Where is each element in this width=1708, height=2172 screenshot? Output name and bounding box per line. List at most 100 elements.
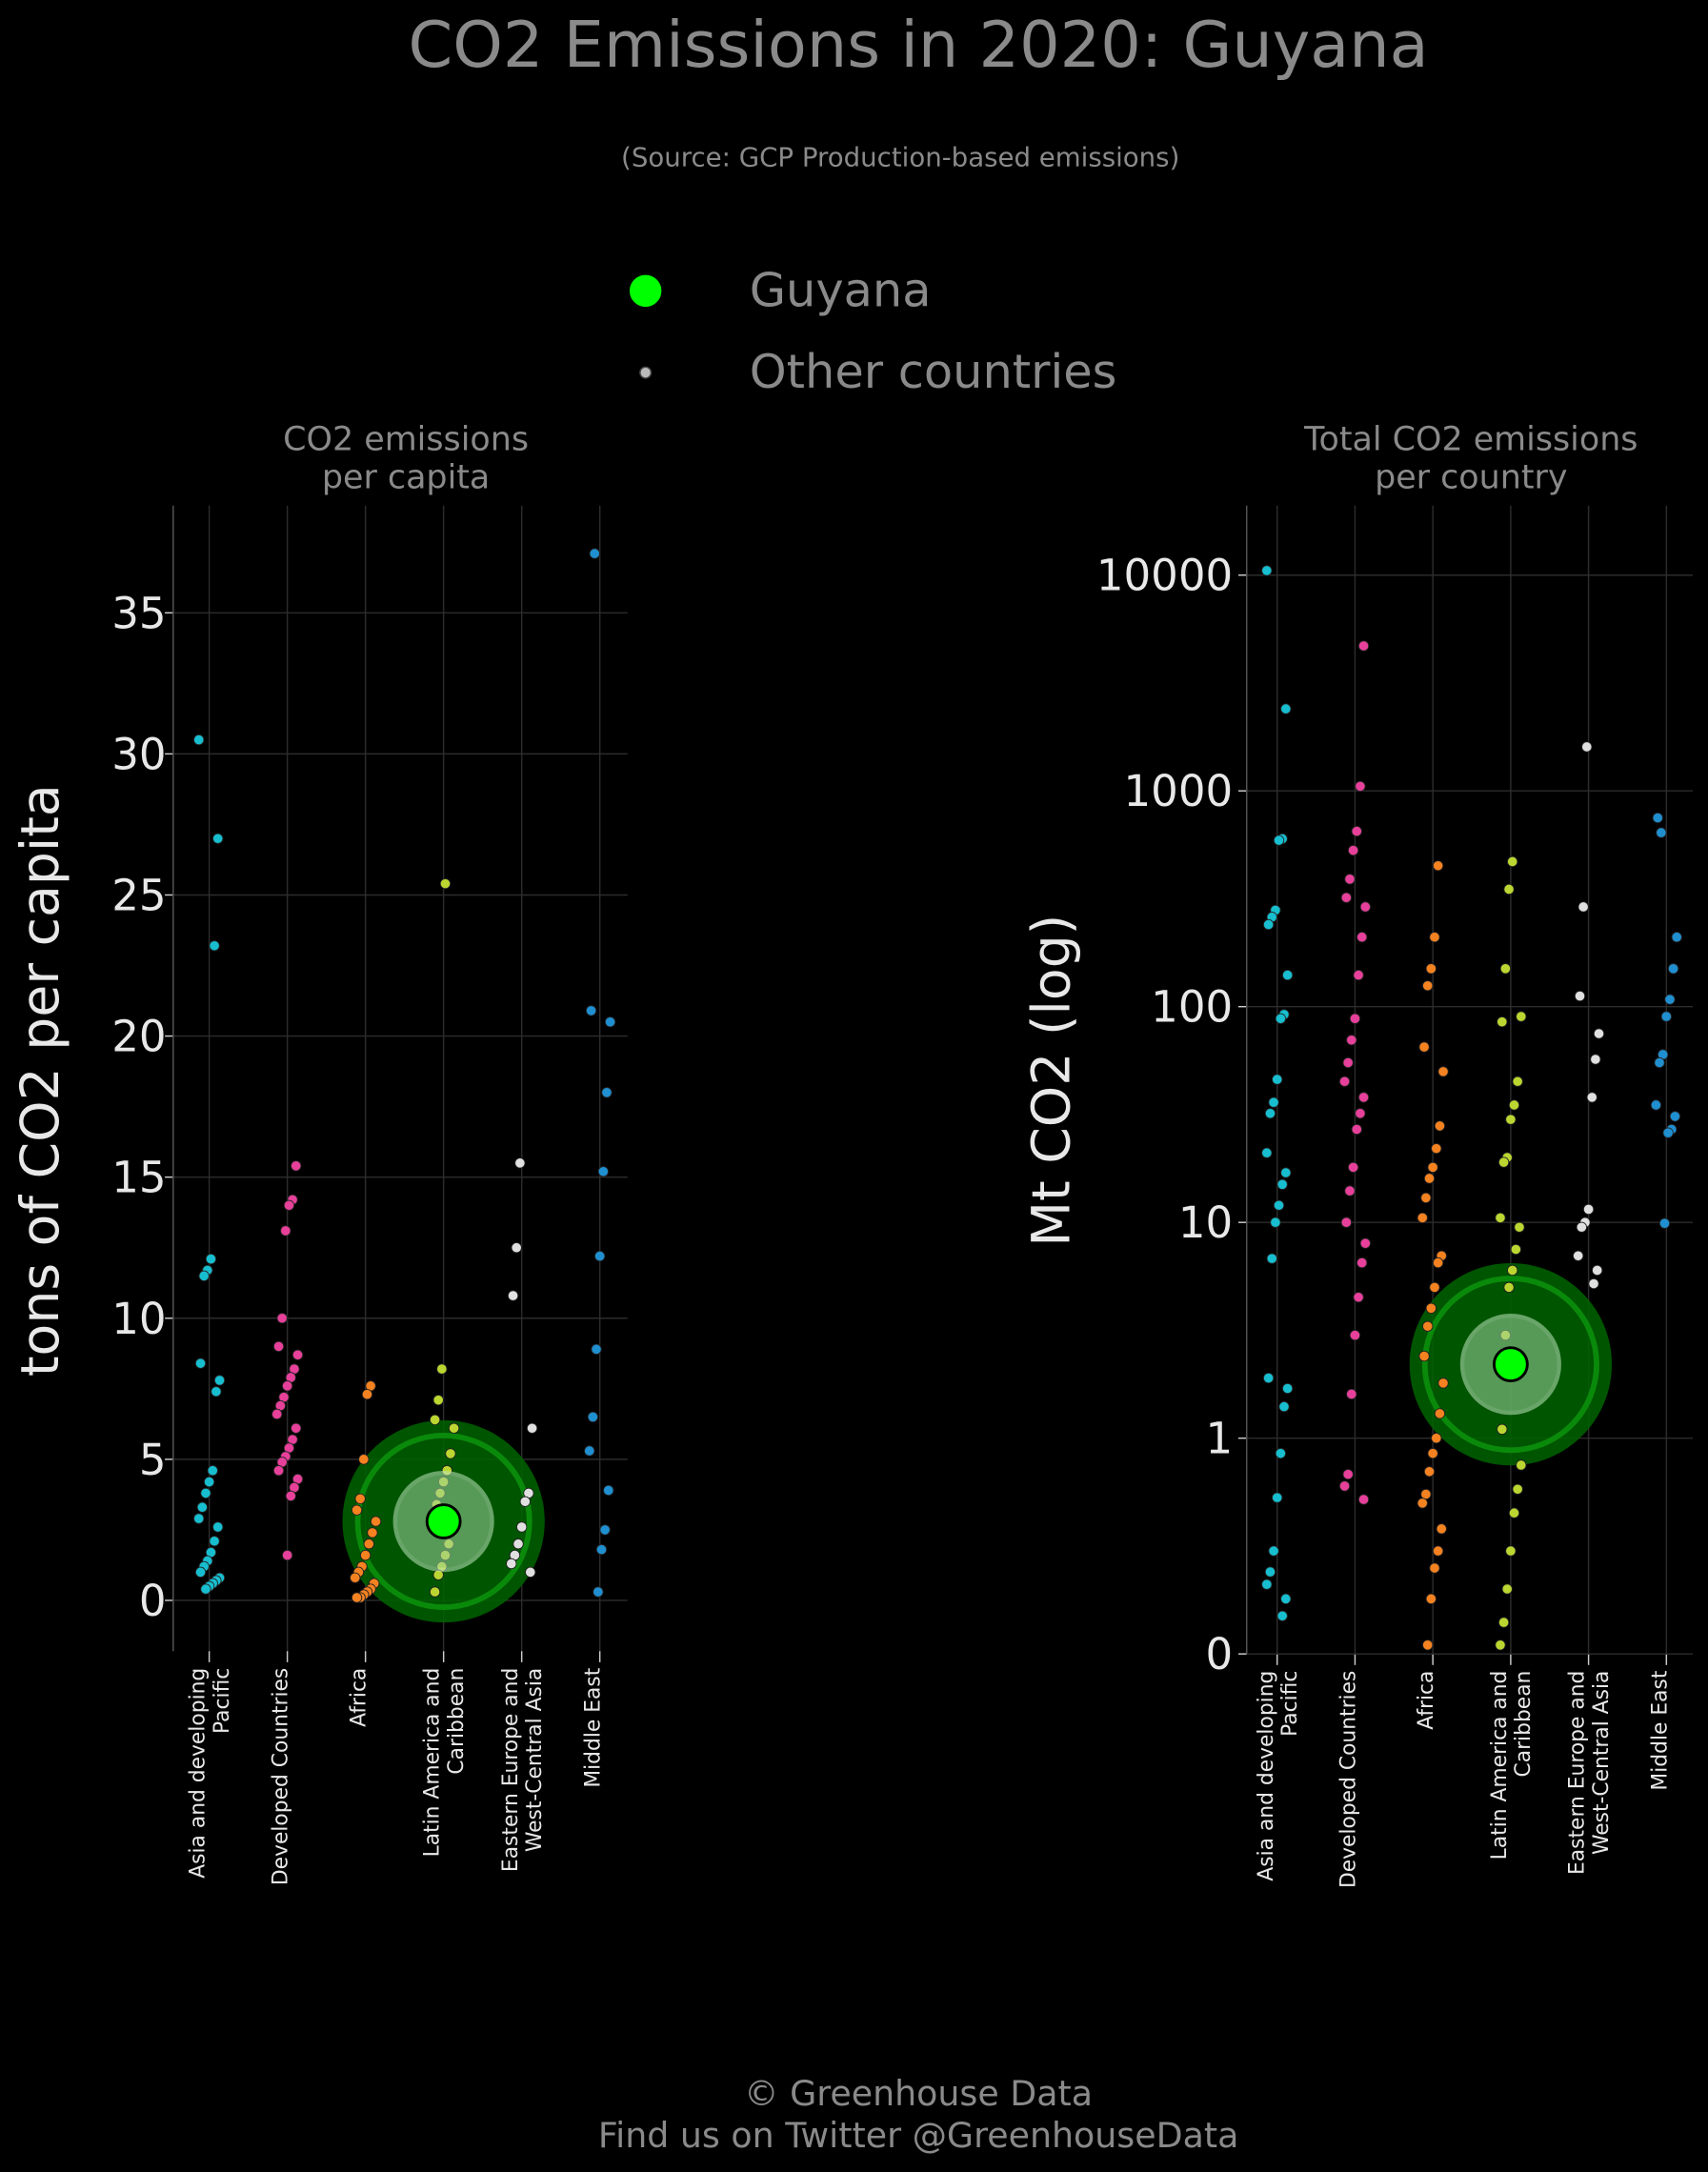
point [281,1549,293,1561]
point [363,1538,374,1550]
point [1275,1447,1287,1459]
point [1347,844,1359,856]
point [1357,1092,1370,1103]
point [1423,1466,1436,1478]
title: CO2 Emissions in 2020: Guyana [409,8,1429,82]
point [1664,994,1676,1005]
point [1429,1562,1440,1574]
point [212,833,224,844]
highlight-point [1492,1346,1529,1383]
point [351,1504,363,1516]
point [272,1340,285,1353]
point [436,1363,448,1375]
point [1355,780,1366,793]
point [1497,1423,1508,1435]
point [194,1566,207,1579]
point [1268,1096,1279,1108]
point [1660,1011,1672,1022]
point [203,1476,215,1488]
point [1356,932,1368,943]
point [1436,1523,1447,1535]
point [448,1422,460,1434]
point [1342,1468,1354,1480]
point [1592,1264,1603,1277]
point [594,1250,606,1262]
point [604,1016,616,1028]
subplot-title: CO2 emissions per capita [283,421,529,497]
point [1427,1447,1438,1459]
x-tick-label: Eastern Europe andWest-Central Asia [499,1668,547,1872]
point [511,1242,522,1254]
point [1422,1320,1434,1332]
x-tick-label: Middle East [1648,1670,1672,1790]
point [1495,1639,1506,1651]
point [1344,874,1356,885]
point [1652,812,1663,824]
point [209,940,220,952]
point [1276,1178,1288,1190]
point [1261,1579,1273,1590]
point [1667,963,1679,975]
point [585,1005,597,1016]
point [1434,1408,1446,1419]
y-tick-label: 5 [139,1435,167,1485]
y-tick-label: 0 [139,1576,167,1626]
point [432,1394,444,1406]
point [1417,1212,1428,1224]
point [1273,1199,1285,1211]
y-tick-label: 1000 [1124,766,1234,816]
point [429,1586,441,1598]
point [1431,1433,1442,1444]
point [603,1484,614,1497]
legend-label: Guyana [750,262,932,317]
point [1429,932,1440,943]
legend: Guyana Other countries [628,262,1117,399]
point [1505,1114,1517,1125]
point [196,1501,209,1513]
point [589,548,600,559]
point [1574,990,1586,1002]
point [361,1389,373,1400]
point [211,1386,222,1398]
point [1497,1016,1508,1028]
point [597,1166,609,1177]
point [291,1349,304,1360]
point [359,1549,372,1561]
point [1508,1099,1520,1111]
point [1512,1076,1523,1087]
point [515,1521,528,1533]
point [1357,1494,1370,1505]
point [601,1087,613,1098]
point [358,1454,370,1465]
point [1281,1382,1294,1395]
point [200,1583,211,1595]
x-tick-label: Asia and developingPacific [187,1668,234,1879]
point [1654,1056,1665,1069]
point [1658,1217,1671,1229]
footer: © Greenhouse Data [744,2073,1093,2114]
point [205,1253,217,1265]
point [276,1313,288,1324]
point [1581,741,1593,753]
point [1275,1013,1287,1024]
point [1268,1545,1279,1557]
point [351,1592,363,1603]
y-axis-label: tons of CO2 per capita [10,784,71,1377]
point [1507,855,1518,868]
legend-label: Other countries [750,344,1117,399]
point [1586,1092,1597,1103]
highlight-ring [354,1432,532,1611]
point [1262,1372,1275,1384]
point [1418,1350,1430,1362]
point [1340,892,1353,903]
y-tick-label: 10 [1178,1197,1233,1248]
point [1359,901,1372,913]
point [209,1536,220,1547]
point [1425,1593,1437,1605]
y-tick-label: 25 [111,870,166,920]
point [1588,1277,1599,1290]
point [1420,1488,1432,1500]
subtitle: (Source: GCP Production-based emissions) [621,141,1179,172]
subplot-title: Total CO2 emissions per country [1303,421,1638,497]
